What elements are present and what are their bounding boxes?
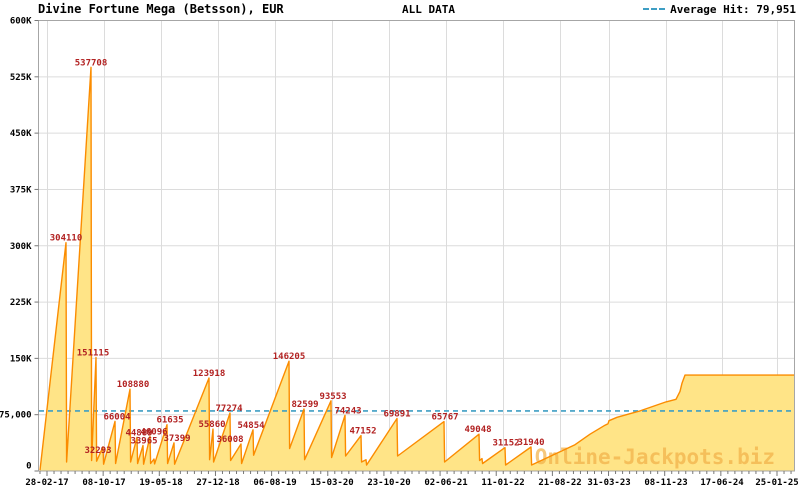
peak-value-label: 32293 (84, 446, 111, 456)
peak-value-label: 55860 (198, 420, 225, 430)
x-tick-label: 21-08-22 (538, 478, 581, 488)
y-tick-label: 150K (10, 354, 32, 364)
peak-value-label: 46096 (140, 427, 167, 437)
x-tick-label: 28-02-17 (25, 478, 68, 488)
x-tick-label: 06-08-19 (253, 478, 296, 488)
average-hit-label: Average Hit: 79,951 (670, 3, 796, 16)
jackpot-area-fill (40, 67, 794, 472)
peak-value-label: 49048 (464, 425, 491, 435)
peak-value-label: 31940 (517, 438, 544, 448)
y-tick-label: 0 (26, 462, 31, 472)
watermark-text: Online-Jackpots.biz (535, 445, 775, 469)
x-tick-label: 02-06-21 (424, 478, 467, 488)
x-tick-label: 17-06-24 (700, 478, 744, 488)
peak-value-label: 123918 (193, 369, 226, 379)
y-tick-label: 525K (10, 73, 32, 83)
peak-value-label: 82599 (291, 400, 318, 410)
peak-value-label: 47152 (349, 427, 376, 437)
x-tick-label: 08-10-17 (82, 478, 125, 488)
peak-value-label: 61635 (156, 416, 183, 426)
x-tick-label: 25-01-25 (755, 478, 798, 488)
y-tick-label: 225K (10, 298, 32, 308)
chart-title: Divine Fortune Mega (Betsson), EUR (38, 2, 284, 16)
y-tick-label: 600K (10, 17, 32, 27)
peak-value-label: 66004 (103, 412, 131, 422)
average-line-dash-icon (643, 7, 666, 10)
peak-value-label: 54854 (237, 421, 265, 431)
peak-value-label: 146205 (273, 352, 306, 362)
peak-value-label: 44889 (125, 428, 152, 438)
peak-value-label: 304110 (50, 234, 83, 244)
x-tick-label: 23-10-20 (367, 478, 410, 488)
x-tick-label: 19-05-18 (139, 478, 182, 488)
peak-value-label: 31152 (492, 439, 519, 449)
x-tick-label: 08-11-23 (644, 478, 687, 488)
peak-value-label: 36008 (216, 435, 243, 445)
x-tick-label: 15-03-20 (310, 478, 353, 488)
jackpot-line (39, 66, 794, 471)
y-tick-label: 75,000 (0, 411, 32, 421)
x-tick-label: 27-12-18 (196, 478, 239, 488)
peak-value-label: 151115 (77, 349, 110, 359)
peak-value-label: 37399 (163, 434, 190, 444)
y-tick-label: 450K (10, 129, 32, 139)
peak-value-label: 537708 (75, 58, 108, 68)
peak-value-label: 77274 (215, 404, 243, 414)
y-tick-label: 300K (10, 242, 32, 252)
peak-value-label: 108880 (117, 380, 150, 390)
peak-value-label: 65767 (431, 413, 458, 423)
y-tick-label: 375K (10, 185, 32, 195)
x-tick-label: 31-03-23 (587, 478, 630, 488)
peak-value-label: 33965 (130, 436, 157, 446)
data-range-label: ALL DATA (402, 3, 455, 16)
average-hit-legend: Average Hit: 79,951 (643, 3, 796, 16)
peak-value-label: 93553 (319, 392, 346, 402)
peak-value-label: 69891 (383, 410, 410, 420)
x-tick-label: 11-01-22 (481, 478, 524, 488)
peak-value-label: 74243 (334, 406, 361, 416)
